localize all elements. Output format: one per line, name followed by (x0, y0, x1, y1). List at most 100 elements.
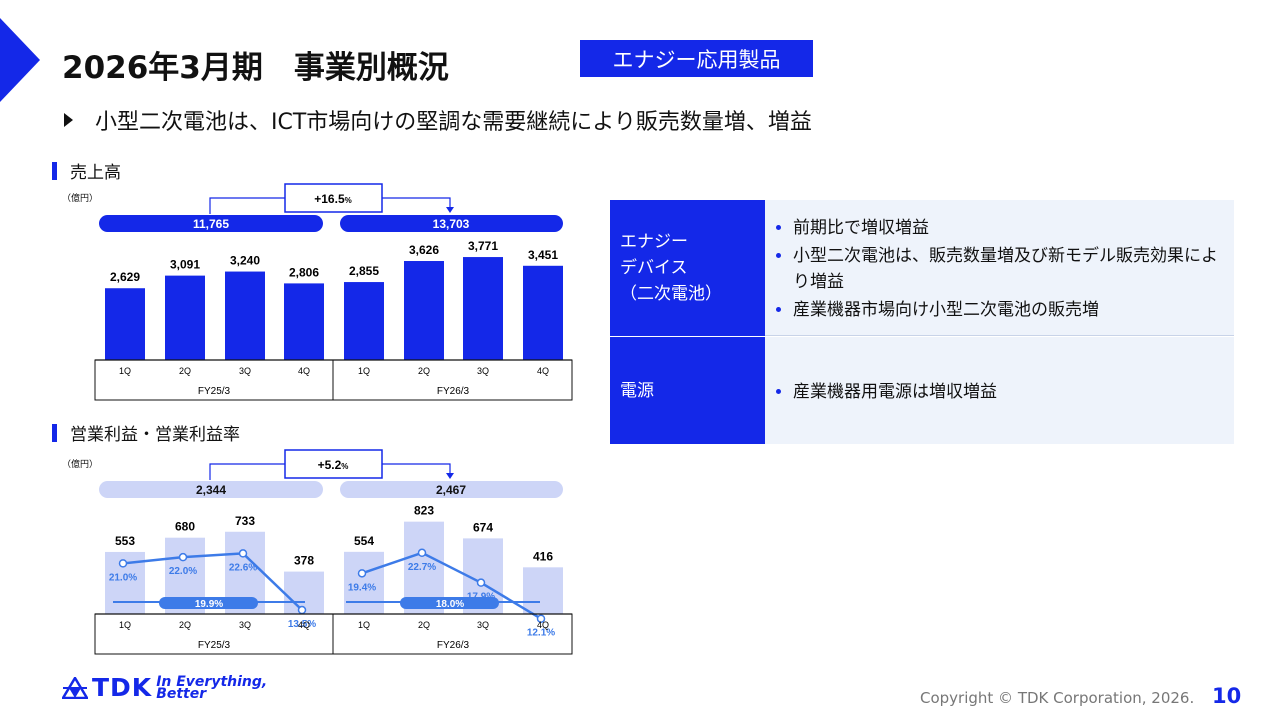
margin-point (536, 614, 546, 623)
table-row: 電源 産業機器用電源は増収増益 (610, 337, 1234, 444)
op-bar (523, 567, 563, 614)
op-growth-connector-right (382, 463, 451, 475)
op-bar (344, 551, 384, 614)
tdk-emblem-icon (62, 676, 88, 699)
tick-label: 1Q (358, 366, 370, 376)
sales-value-label: 3,091 (170, 258, 200, 272)
op-fy25-total-pill (99, 481, 323, 498)
tick-label: 2Q (418, 366, 430, 376)
tagline-line-1: In Everything, (156, 673, 268, 690)
margin-label: 12.1% (527, 628, 555, 639)
margin-point (357, 569, 367, 578)
section-marker (52, 161, 57, 180)
op-axis: 1Q 2Q 3Q 4Q 1Q 2Q 3Q 4Q FY25/3 FY26/3 (94, 613, 573, 655)
energy-device-label: エナジー デバイス （二次電池） (620, 232, 722, 304)
op-value-label: 416 (533, 549, 553, 563)
power-supply-label: 電源 (620, 380, 654, 401)
op-unit: （億円） (62, 460, 99, 470)
op-value-label: 680 (175, 520, 195, 534)
sales-value-label: 3,626 (409, 243, 439, 257)
tagline-line-2: Better (156, 685, 207, 702)
op-value-label: 733 (235, 514, 255, 528)
group-label: FY26/3 (437, 386, 470, 397)
margin-label: 13.5% (288, 619, 316, 630)
bullet-list: 前期比で増収増益 小型二次電池は、販売数量増及び新モデル販売効果により増益 産業… (775, 215, 1224, 325)
segment-table: エナジー デバイス （二次電池） 前期比で増収増益 小型二次電池は、販売数量増及… (610, 200, 1234, 444)
op-fy25-total: 2,344 (196, 483, 226, 497)
tick-label: 3Q (239, 366, 251, 376)
sales-bar (225, 271, 265, 360)
sales-bar (165, 275, 205, 360)
group-label: FY26/3 (437, 640, 470, 651)
margin-label: 21.0% (109, 572, 137, 583)
tick-label: 4Q (298, 620, 310, 630)
sales-value-label: 3,771 (468, 239, 498, 253)
tick-label: 4Q (537, 620, 549, 630)
list-item: 前期比で増収増益 (793, 215, 1224, 241)
sales-growth-connector (209, 197, 285, 214)
sales-title-text: 売上高 (70, 163, 121, 183)
op-growth-pct: % (341, 462, 348, 471)
sales-growth-label: +16.5% (314, 192, 352, 206)
copyright: Copyright © TDK Corporation, 2026. (920, 689, 1195, 707)
op-fy26-avg-pill (400, 597, 499, 609)
sales-growth-pct: % (345, 196, 352, 205)
sales-bar (105, 288, 145, 360)
op-value-label: 823 (414, 504, 434, 518)
sales-growth-arrow (446, 207, 454, 213)
op-value-label: 674 (473, 520, 493, 534)
margin-label: 22.7% (408, 562, 436, 573)
table-row-body: 産業機器用電源は増収増益 (765, 337, 1234, 444)
headline-text: 小型二次電池は、ICT市場向けの堅調な需要継続により販売数量増、増益 (95, 110, 812, 135)
table-row: エナジー デバイス （二次電池） 前期比で増収増益 小型二次電池は、販売数量増及… (610, 200, 1234, 337)
margin-point (476, 578, 486, 587)
margin-point (417, 548, 427, 558)
sales-bar (523, 265, 563, 360)
sales-growth-box (284, 183, 383, 213)
sales-value-label: 2,855 (349, 264, 379, 278)
margin-label: 22.6% (229, 562, 257, 573)
op-fy26-total-pill (340, 481, 563, 498)
tick-label: 1Q (358, 620, 370, 630)
op-title-text: 営業利益・営業利益率 (70, 425, 240, 445)
sales-bar (463, 257, 503, 360)
op-growth-connector (209, 463, 285, 480)
table-row-label: 電源 (610, 337, 765, 444)
headline: 小型二次電池は、ICT市場向けの堅調な需要継続により販売数量増、増益 (64, 104, 812, 136)
group-label: FY25/3 (198, 386, 231, 397)
sales-fy25-total: 11,765 (193, 217, 229, 231)
op-value-label: 554 (354, 534, 374, 548)
table-row-body: 前期比で増収増益 小型二次電池は、販売数量増及び新モデル販売効果により増益 産業… (765, 200, 1234, 336)
sales-value-label: 3,451 (528, 248, 558, 262)
op-section-title: 営業利益・営業利益率 (52, 420, 240, 445)
tick-label: 2Q (179, 366, 191, 376)
op-fy25-avg-pill (159, 597, 258, 609)
fy25-margin-line (122, 552, 303, 611)
op-growth-label: +5.2% (318, 458, 349, 472)
margin-point (238, 549, 248, 558)
table-row-label: エナジー デバイス （二次電池） (610, 200, 765, 336)
segment-badge: エナジー応用製品 (580, 40, 813, 77)
op-growth-arrow (446, 473, 454, 479)
fy26-margin-line (361, 551, 542, 620)
page-number: 10 (1212, 684, 1242, 708)
sales-chart: +16.5% 11,765 13,703 2,629 3,091 3,240 2,80… (94, 183, 573, 401)
bullet-list: 産業機器用電源は増収増益 (775, 379, 1224, 407)
list-item: 産業機器用電源は増収増益 (793, 379, 1224, 405)
sales-fy25-total-pill (99, 215, 323, 232)
sales-value-label: 2,806 (289, 265, 319, 279)
op-growth-value: +5.2 (318, 458, 342, 472)
op-fy26-avg-label: 18.0% (436, 599, 464, 610)
sales-bar (284, 283, 324, 360)
logo-text: TDK (92, 673, 153, 702)
corner-triangle (0, 18, 40, 102)
margin-label: 22.0% (169, 566, 197, 577)
op-avg-margin: 19.9% 18.0% (113, 597, 540, 610)
op-growth-box (284, 449, 383, 479)
tick-label: 3Q (477, 620, 489, 630)
op-fy25-avg-label: 19.9% (195, 599, 223, 610)
sales-axis: 1Q 2Q 3Q 4Q 1Q 2Q 3Q 4Q FY25/3 FY26/3 (94, 359, 573, 401)
sales-value-label: 3,240 (230, 254, 260, 268)
margin-label: 17.9% (467, 592, 495, 603)
sales-growth-value: +16.5 (314, 192, 345, 206)
